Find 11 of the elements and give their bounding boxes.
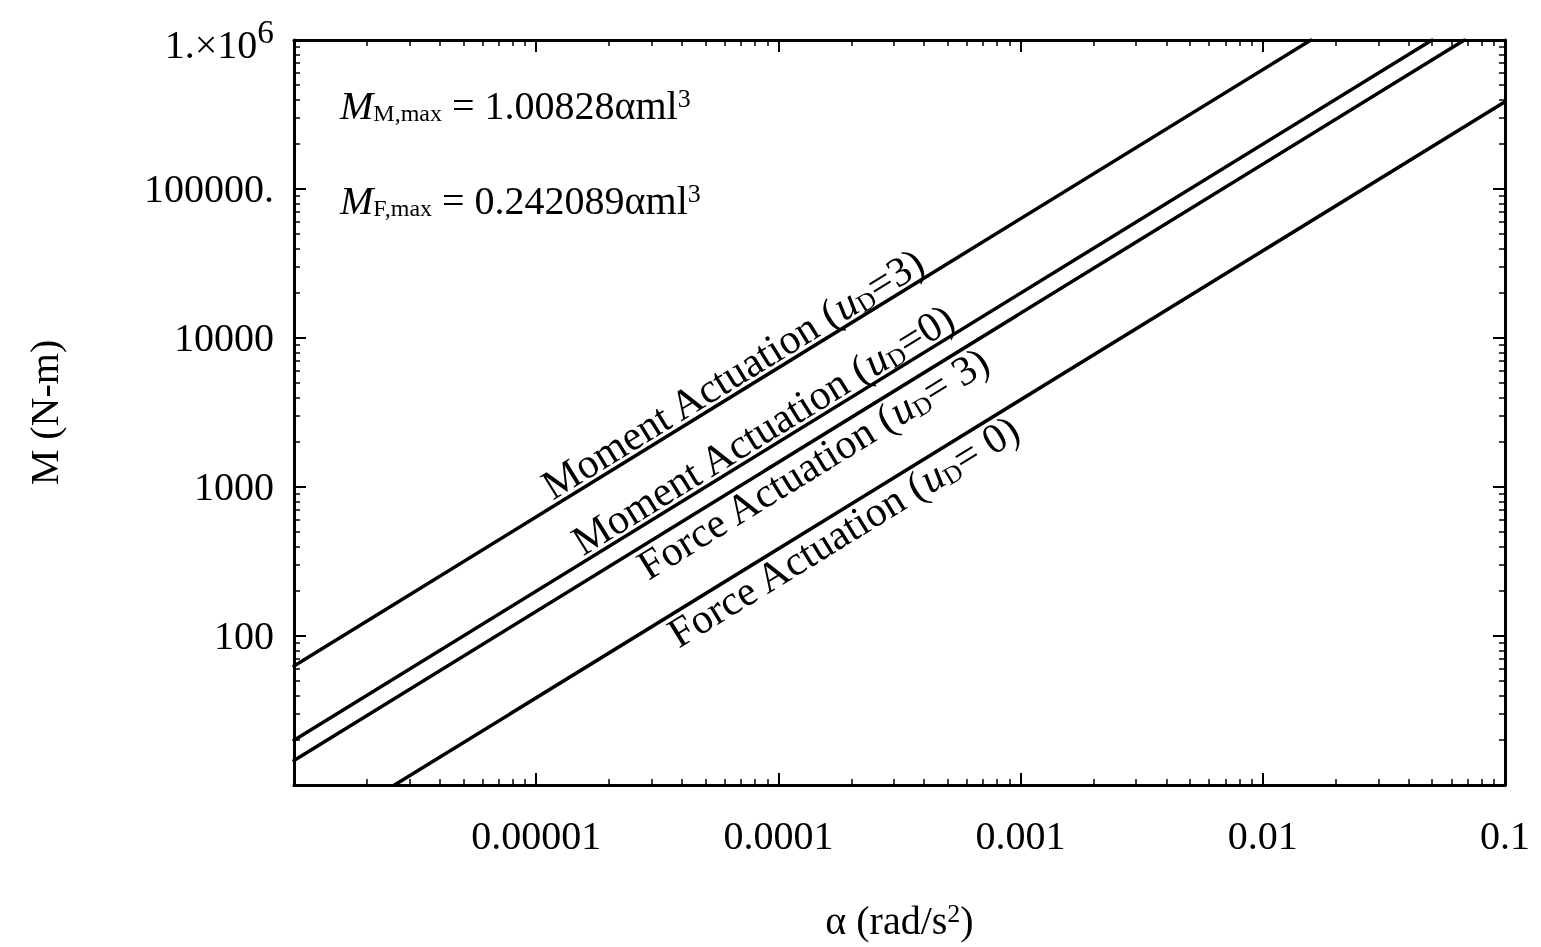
x-tick-label: 0.00001 <box>471 812 602 858</box>
y-tick-label: 10000 <box>174 315 274 360</box>
y-tick-label: 1.×10$^{6}$ <box>164 13 274 67</box>
y-tick-label: 100 <box>214 613 274 658</box>
x-tick-label: 0.01 <box>1227 812 1298 858</box>
y-tick-label: 1000 <box>194 464 274 509</box>
y-axis-title: M (N-m) <box>21 339 67 486</box>
x-tick-label: 0.001 <box>975 812 1066 858</box>
x-tick-label: 0.0001 <box>723 812 834 858</box>
y-tick-label: 100000. <box>144 166 274 211</box>
x-tick-label: 0.1 <box>1480 812 1530 858</box>
